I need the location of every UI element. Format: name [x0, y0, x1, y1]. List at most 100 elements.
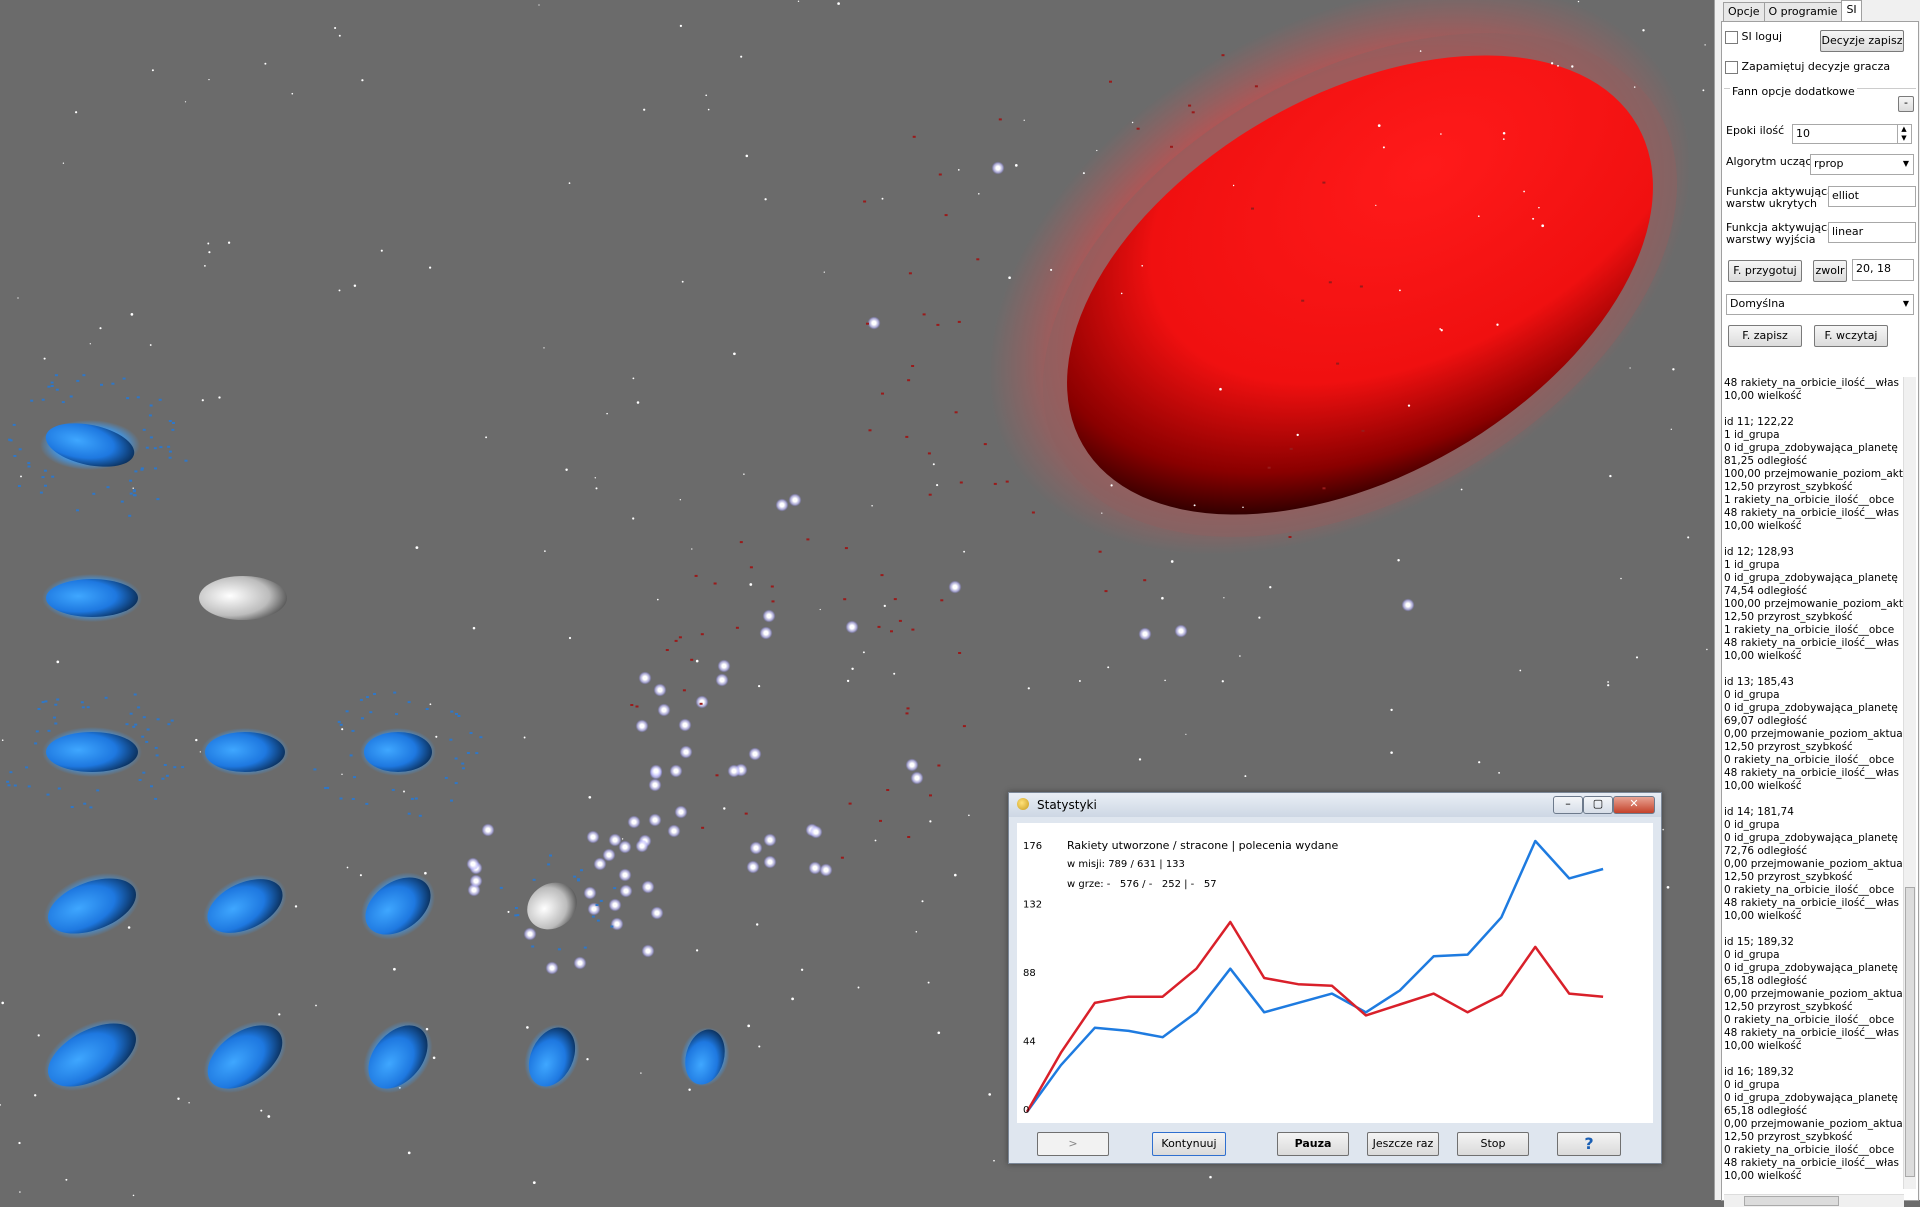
ship-marker	[83, 802, 87, 805]
hidden-func-input[interactable]: elliot	[1828, 186, 1916, 207]
stop-button[interactable]: Stop	[1457, 1132, 1529, 1156]
rocket-glow	[678, 718, 692, 732]
pause-button[interactable]: Pauza	[1277, 1132, 1349, 1156]
ship-marker	[699, 702, 703, 705]
release-button[interactable]: zwolr	[1813, 260, 1847, 282]
game-viewport[interactable]	[0, 0, 1714, 1200]
blue-planet[interactable]	[201, 728, 289, 776]
preset-select[interactable]: Domyślna ▼	[1726, 294, 1914, 315]
again-button[interactable]: Jeszcze raz	[1367, 1132, 1439, 1156]
blue-planet[interactable]	[42, 727, 142, 777]
decisions-save-button[interactable]: Decyzje zapisz	[1820, 30, 1904, 52]
star	[621, 838, 624, 840]
continue-button[interactable]: Kontynuuj	[1152, 1132, 1226, 1156]
space-scene[interactable]	[0, 0, 1714, 1200]
neutral-planet[interactable]	[199, 576, 287, 620]
star	[632, 377, 635, 380]
list-item[interactable]: id 13; 185,43 0 id_grupa 0 id_grupa_zdobyw…	[1724, 676, 1904, 793]
star	[1550, 62, 1554, 65]
ship-marker	[9, 439, 13, 442]
epochs-spinbox[interactable]: 10	[1792, 124, 1912, 144]
horizontal-scrollbar[interactable]	[1724, 1194, 1904, 1207]
rocket-glow	[679, 745, 693, 759]
spin-arrows-icon[interactable]: ▲ ▼	[1897, 125, 1910, 143]
star	[359, 874, 362, 877]
vertical-scrollbar[interactable]	[1903, 377, 1916, 1189]
blue-planet[interactable]	[32, 1004, 152, 1106]
help-button[interactable]: ?	[1557, 1132, 1621, 1156]
ship-marker	[96, 789, 100, 792]
list-item[interactable]: id 12; 128,93 1 id_grupa 0 id_grupa_zdobyw…	[1724, 546, 1904, 663]
list-item-line: 65,18 odległość	[1724, 975, 1808, 987]
ship-marker	[345, 710, 349, 713]
rocket-glow	[717, 659, 731, 673]
blue-planet[interactable]	[360, 728, 436, 776]
si-log-row[interactable]: SI loguj	[1725, 30, 1782, 44]
blue-planet[interactable]	[35, 861, 149, 952]
star	[507, 910, 510, 913]
ship-marker	[993, 482, 997, 485]
star	[1496, 323, 1499, 326]
blue-planet[interactable]	[193, 862, 296, 950]
ship-marker	[583, 946, 587, 949]
star	[37, 1034, 40, 1037]
stats-titlebar[interactable]: Statystyki – ▢ ✕	[1009, 793, 1661, 817]
ship-marker	[1191, 111, 1195, 114]
ship-marker	[516, 914, 520, 917]
tab-about[interactable]: O programie	[1763, 2, 1843, 23]
ship-marker	[929, 794, 932, 797]
ship-marker	[92, 492, 96, 495]
si-log-checkbox[interactable]	[1725, 30, 1738, 44]
blue-planet[interactable]	[190, 1006, 300, 1108]
rocket-glow	[775, 498, 789, 512]
ship-marker	[148, 414, 152, 417]
blue-planet[interactable]	[674, 1022, 736, 1092]
ship-marker	[957, 320, 961, 323]
scroll-thumb[interactable]	[1905, 887, 1915, 1177]
list-item[interactable]: 48 rakiety_na_orbicie_ilość__włas 10,00 w…	[1724, 377, 1904, 403]
list-item[interactable]: id 11; 122,22 1 id_grupa 0 id_grupa_zdobyw…	[1724, 416, 1904, 533]
minimize-icon[interactable]: –	[1553, 796, 1583, 814]
save-network-button[interactable]: F. zapisz	[1728, 325, 1802, 347]
blue-planet[interactable]	[514, 1015, 590, 1099]
ship-marker	[928, 493, 932, 496]
ship-marker	[313, 768, 317, 771]
star	[1419, 50, 1422, 52]
layers-input[interactable]: 20, 18	[1852, 259, 1914, 281]
tab-options[interactable]: Opcje	[1723, 2, 1765, 23]
algorithm-select[interactable]: rprop ▼	[1810, 154, 1914, 175]
ship-marker	[351, 798, 355, 800]
list-item[interactable]: id 16; 189,32 0 id_grupa 0 id_grupa_zdobyw…	[1724, 1066, 1904, 1183]
remember-decisions-row[interactable]: Zapamiętuj decyzje gracza	[1725, 60, 1890, 74]
maximize-icon[interactable]: ▢	[1583, 796, 1613, 814]
blue-planet[interactable]	[349, 1007, 446, 1107]
scroll-thumb[interactable]	[1744, 1196, 1839, 1206]
ship-marker	[167, 445, 171, 448]
list-item-line: 81,25 odległość	[1724, 455, 1808, 467]
prepare-button[interactable]: F. przygotuj	[1728, 260, 1802, 282]
neutral-planet[interactable]	[518, 873, 586, 939]
remember-decisions-checkbox[interactable]	[1725, 60, 1738, 74]
star	[1519, 669, 1522, 672]
blue-planet[interactable]	[42, 574, 142, 622]
output-func-input[interactable]: linear	[1828, 222, 1916, 243]
load-network-button[interactable]: F. wczytaj	[1814, 325, 1888, 347]
decision-list[interactable]: 48 rakiety_na_orbicie_ilość__włas 10,00 w…	[1724, 377, 1904, 1189]
star	[1478, 761, 1481, 764]
list-item[interactable]: id 15; 189,32 0 id_grupa 0 id_grupa_zdobyw…	[1724, 936, 1904, 1053]
blue-planet[interactable]	[40, 416, 140, 474]
ship-marker	[880, 574, 884, 577]
next-button[interactable]: >	[1037, 1132, 1109, 1156]
close-icon[interactable]: ✕	[1613, 796, 1655, 814]
list-item[interactable]: id 14; 181,74 0 id_grupa 0 id_grupa_zdobyw…	[1724, 806, 1904, 923]
fann-collapse-button[interactable]: -	[1898, 96, 1914, 112]
red-planet[interactable]	[888, 0, 1714, 672]
tab-si[interactable]: SI	[1841, 0, 1862, 23]
ship-marker	[557, 948, 561, 951]
star	[733, 352, 736, 356]
star	[424, 871, 427, 875]
blue-planet[interactable]	[348, 858, 448, 953]
star	[1672, 368, 1675, 371]
ship-marker	[41, 398, 45, 401]
app-icon	[1017, 798, 1029, 810]
